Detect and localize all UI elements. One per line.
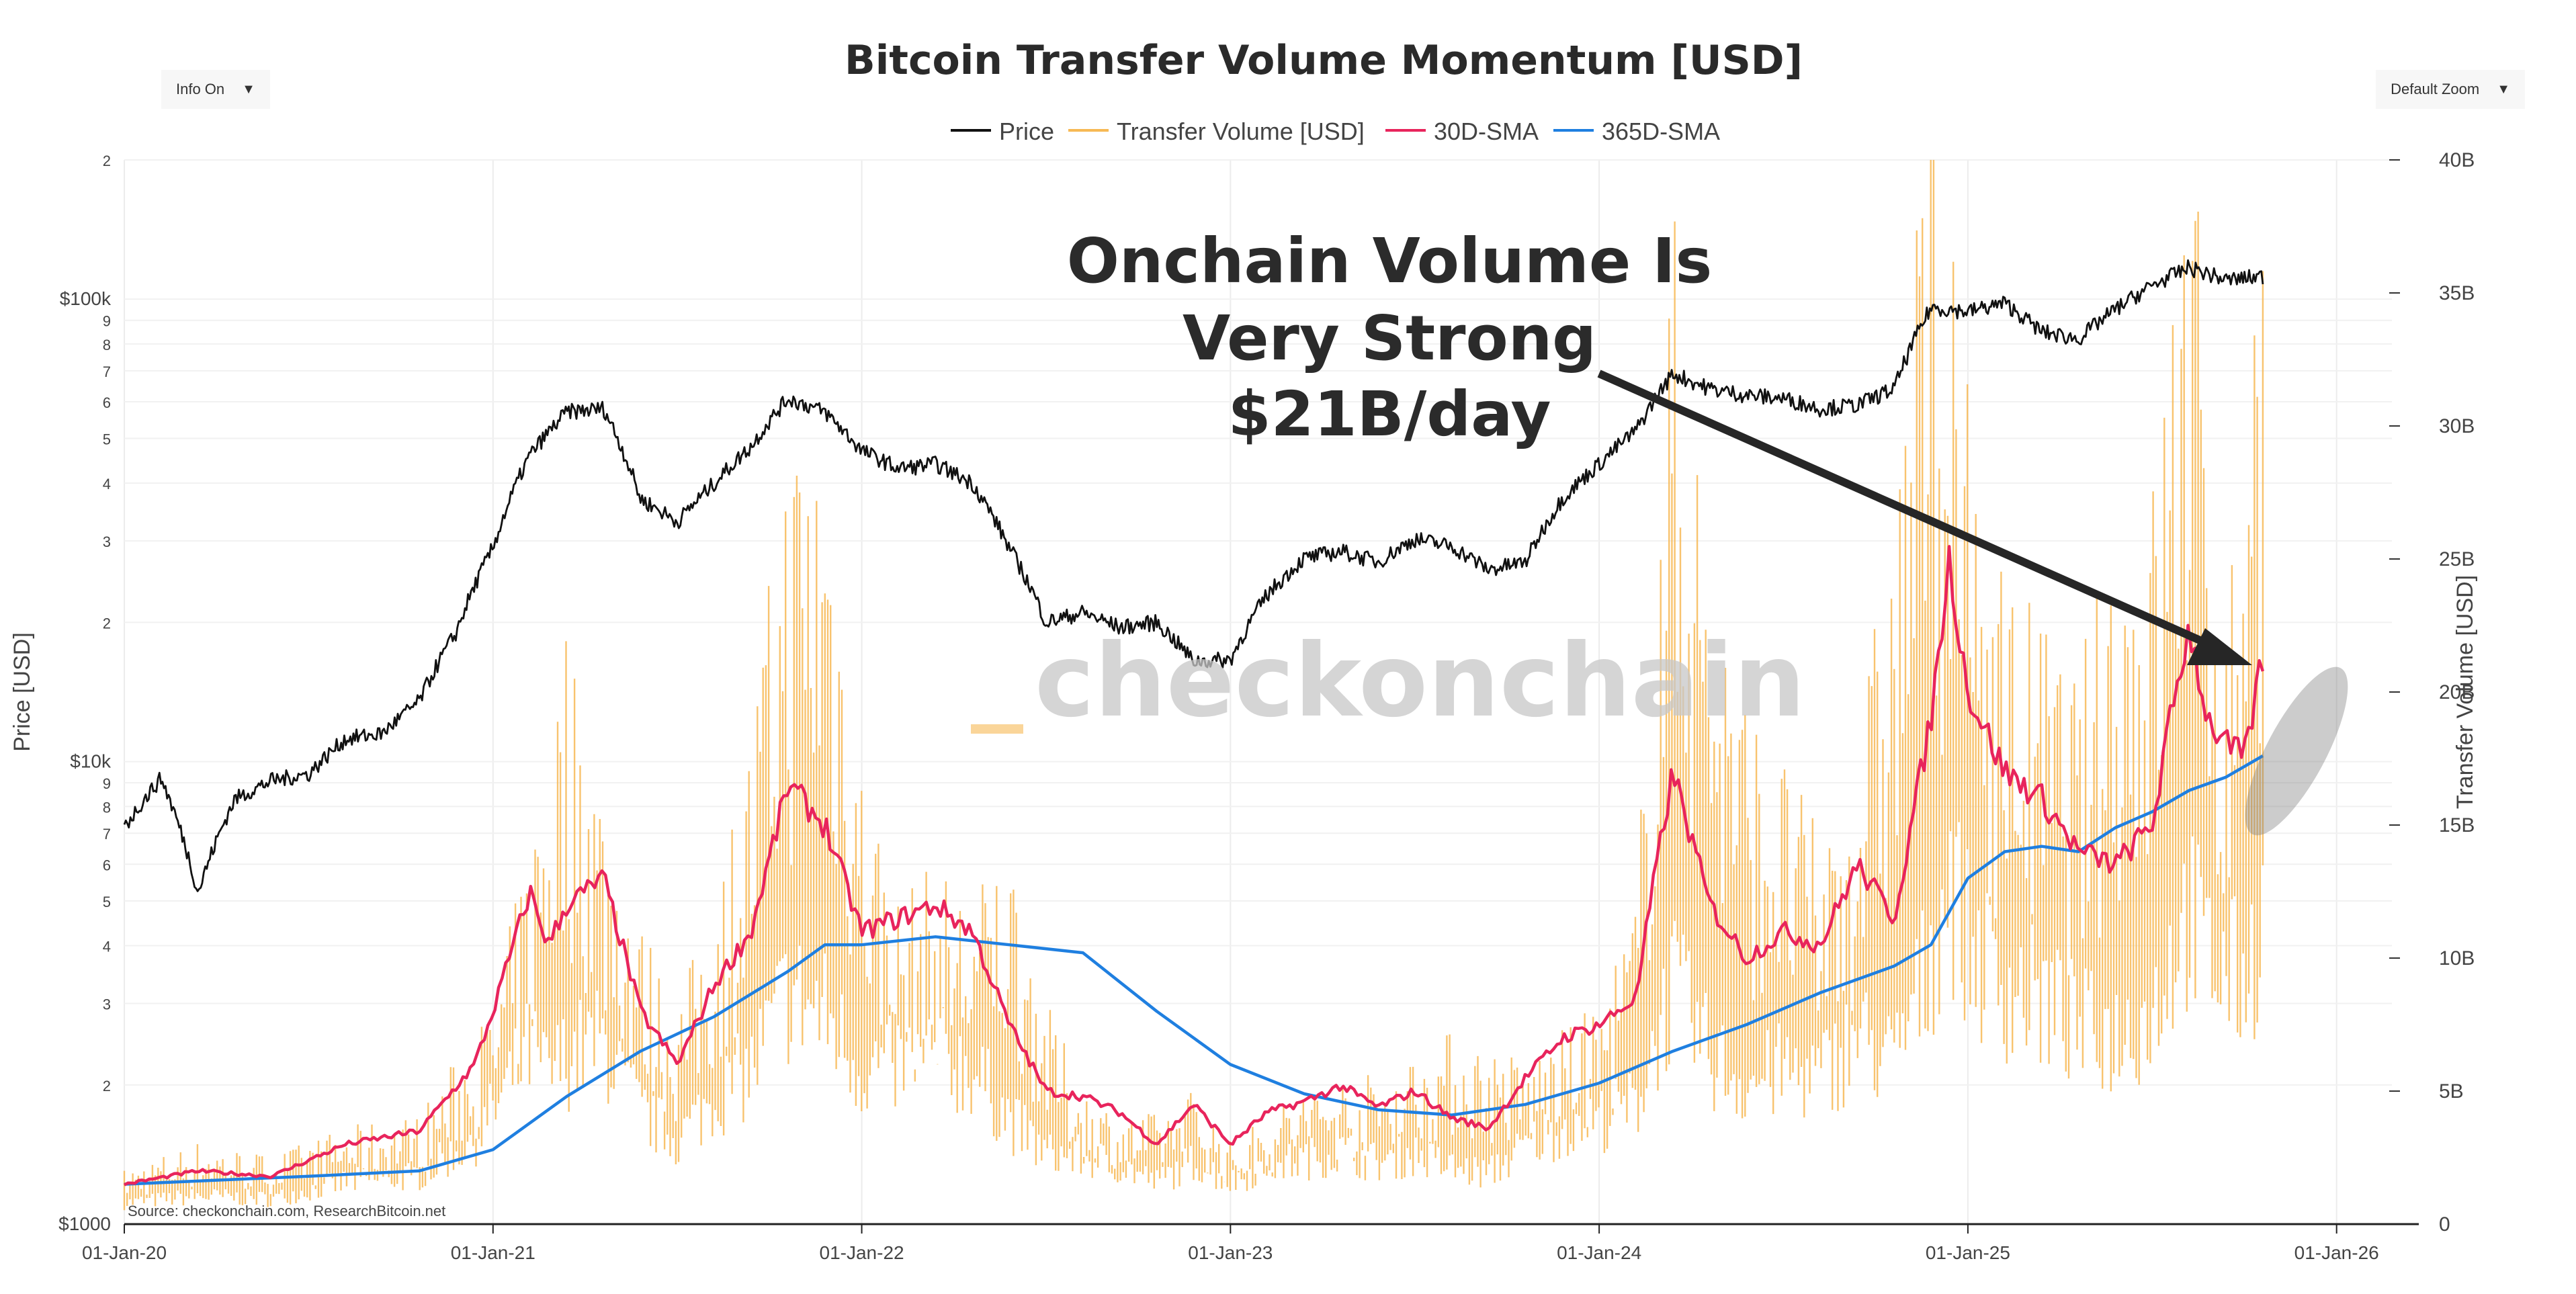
info-dropdown-label: Info On [176,81,225,97]
highlight-ellipse [2245,666,2348,836]
y-left-tick-label: 4 [103,476,111,492]
y-left-tick-label: 9 [103,775,111,792]
annotation-line-3: $21B/day [1228,378,1551,450]
x-tick-label: 01-Jan-23 [1188,1242,1273,1263]
x-tick-label: 01-Jan-26 [2294,1242,2379,1263]
y-right-tick-label: 25B [2439,548,2475,570]
grid-layer [124,159,2392,1225]
y-right-tick-label: 15B [2439,814,2475,836]
y-left-tick-label: $1000 [58,1213,111,1234]
axes-layer: 01-Jan-20 01-Jan-21 01-Jan-22 01-Jan-23 01-J… [58,149,2475,1263]
y-right-tick-label: 40B [2439,149,2475,171]
legend-price-label[interactable]: Price [999,118,1054,145]
y-left-tick-label: 5 [103,431,111,447]
annotation-arrow-shaft [1597,370,2213,649]
y-right-tick-label: 5B [2439,1080,2464,1103]
sma365-series [124,754,2264,1186]
info-dropdown[interactable]: Info On ▼ [161,70,270,109]
y-left-tick-label: 7 [103,826,111,843]
annotation: Onchain Volume Is Very Strong $21B/day [1067,225,2348,836]
y-right-tick-label: 30B [2439,415,2475,437]
y-left-tick-label: 2 [103,153,111,169]
x-tick-label: 01-Jan-20 [82,1242,167,1263]
price-series [123,259,2264,892]
sma30-series [123,545,2265,1187]
y-left-tick-label: 2 [103,615,111,632]
legend-volume-label[interactable]: Transfer Volume [USD] [1117,118,1365,145]
y-left-tick-label: 9 [103,313,111,330]
x-tick-label: 01-Jan-22 [820,1242,904,1263]
legend-sma365-label[interactable]: 365D-SMA [1602,118,1720,145]
watermark-text: checkonchain [1035,623,1805,740]
annotation-line-1: Onchain Volume Is [1067,225,1713,297]
transfer-volume-series [123,160,2264,1211]
annotation-arrow-head [2187,628,2252,665]
y-left-tick-label: 3 [103,996,111,1013]
source-note: Source: checkonchain.com, ResearchBitcoi… [128,1203,445,1219]
y-left-tick-label: 8 [103,337,111,353]
watermark-underscore [971,724,1023,734]
chart-title: Bitcoin Transfer Volume Momentum [USD] [845,37,1803,84]
y-left-tick-label: $10k [70,751,112,772]
y-left-tick-label: $100k [60,288,112,309]
y-left-tick-label: 5 [103,894,111,910]
y-right-tick-label: 20B [2439,681,2475,703]
y-right-tick-label: 10B [2439,947,2475,969]
y-left-tick-label: 6 [103,394,111,411]
zoom-dropdown[interactable]: Default Zoom ▼ [2376,70,2525,109]
series-layer [123,160,2265,1211]
y-axis-left-label: Price [USD] [9,632,35,752]
y-left-tick-label: 2 [103,1078,111,1094]
zoom-dropdown-label: Default Zoom [2391,81,2480,97]
y-left-tick-label: 6 [103,857,111,873]
chevron-down-icon: ▼ [2497,81,2510,97]
y-left-tick-label: 3 [103,533,111,550]
y-left-tick-label: 7 [103,363,111,380]
x-tick-label: 01-Jan-24 [1557,1242,1641,1263]
x-tick-label: 01-Jan-25 [1926,1242,2010,1263]
y-left-tick-label: 8 [103,799,111,816]
y-axis-right-label: Transfer Volume [USD] [2452,575,2478,809]
x-tick-label: 01-Jan-21 [451,1242,535,1263]
legend: Price Transfer Volume [USD] 30D-SMA 365D… [951,118,1720,145]
annotation-line-2: Very Strong [1183,302,1596,374]
y-left-tick-label: 4 [103,939,111,955]
legend-sma30-label[interactable]: 30D-SMA [1434,118,1539,145]
y-right-tick-label: 0 [2439,1213,2450,1236]
chevron-down-icon: ▼ [242,81,255,97]
y-right-tick-label: 35B [2439,282,2475,304]
